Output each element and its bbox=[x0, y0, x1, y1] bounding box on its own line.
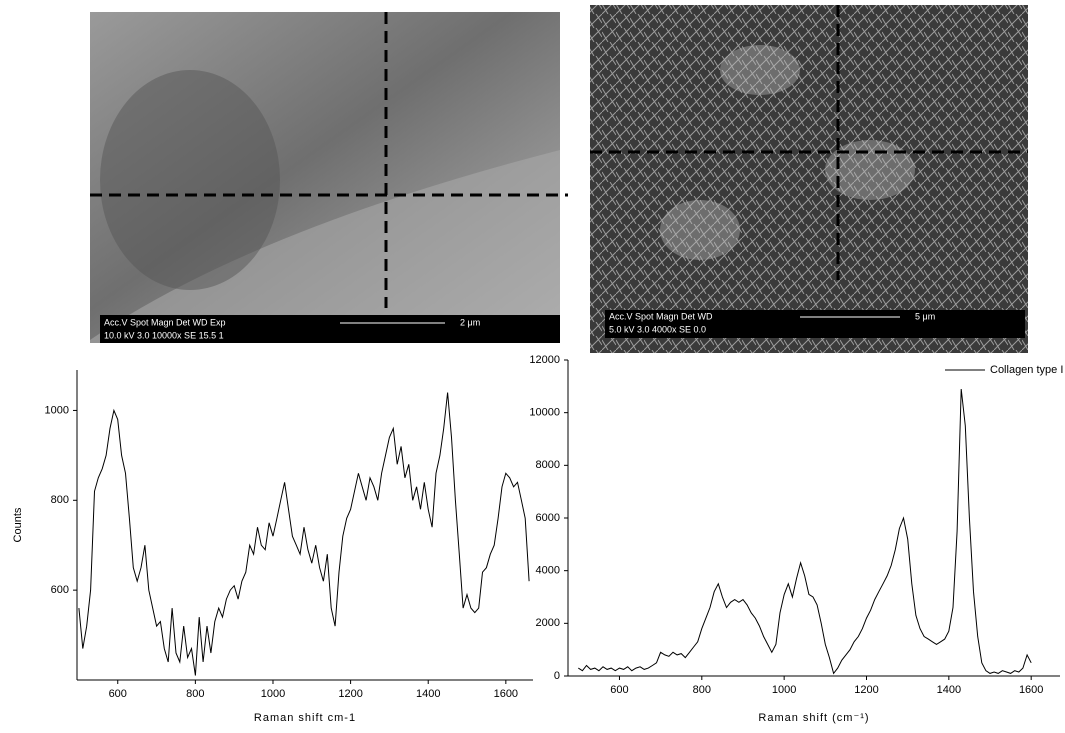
x-axis-title: Raman shift (cm⁻¹) bbox=[758, 712, 869, 724]
y-tick-label: 4000 bbox=[536, 565, 560, 577]
spectrum-line bbox=[79, 393, 529, 676]
x-tick-label: 1000 bbox=[261, 688, 285, 700]
x-tick-label: 1600 bbox=[1019, 684, 1043, 696]
x-tick-label: 600 bbox=[610, 684, 628, 696]
x-tick-label: 800 bbox=[186, 688, 204, 700]
sem-scale: 2 μm bbox=[460, 317, 480, 327]
x-tick-label: 600 bbox=[109, 688, 127, 700]
x-tick-label: 1400 bbox=[937, 684, 961, 696]
y-tick-label: 800 bbox=[51, 494, 69, 506]
sem-image-1: Acc.V Spot Magn Det WD Exp 10.0 kV 3.0 1… bbox=[90, 12, 568, 343]
x-axis-title: Raman shift cm-1 bbox=[254, 712, 356, 724]
sem-info-header: Acc.V Spot Magn Det WD bbox=[609, 311, 713, 321]
y-tick-label: 10000 bbox=[529, 407, 560, 419]
y-axis-title: Counts bbox=[12, 507, 24, 542]
sem-info-values: 10.0 kV 3.0 10000x SE 15.5 1 bbox=[104, 330, 224, 340]
x-tick-label: 1000 bbox=[772, 684, 796, 696]
sem-info-values: 5.0 kV 3.0 4000x SE 0.0 bbox=[609, 324, 706, 334]
sem-image-2: Acc.V Spot Magn Det WD 5.0 kV 3.0 4000x … bbox=[590, 5, 1028, 353]
y-tick-label: 2000 bbox=[536, 617, 560, 629]
y-tick-label: 600 bbox=[51, 584, 69, 596]
x-tick-label: 800 bbox=[693, 684, 711, 696]
legend-label: Collagen type I bbox=[990, 364, 1063, 376]
figure: Acc.V Spot Magn Det WD Exp 10.0 kV 3.0 1… bbox=[0, 0, 1065, 728]
x-tick-label: 1600 bbox=[494, 688, 518, 700]
x-tick-label: 1400 bbox=[416, 688, 440, 700]
x-tick-label: 1200 bbox=[854, 684, 878, 696]
spectrum-line bbox=[578, 389, 1031, 673]
sem-scale: 5 μm bbox=[915, 311, 935, 321]
y-tick-label: 1000 bbox=[45, 404, 69, 416]
y-tick-label: 0 bbox=[554, 670, 560, 682]
y-tick-label: 6000 bbox=[536, 512, 560, 524]
sem-info-header: Acc.V Spot Magn Det WD Exp bbox=[104, 317, 226, 327]
y-tick-label: 8000 bbox=[536, 459, 560, 471]
x-tick-label: 1200 bbox=[338, 688, 362, 700]
y-tick-label: 12000 bbox=[529, 354, 560, 366]
